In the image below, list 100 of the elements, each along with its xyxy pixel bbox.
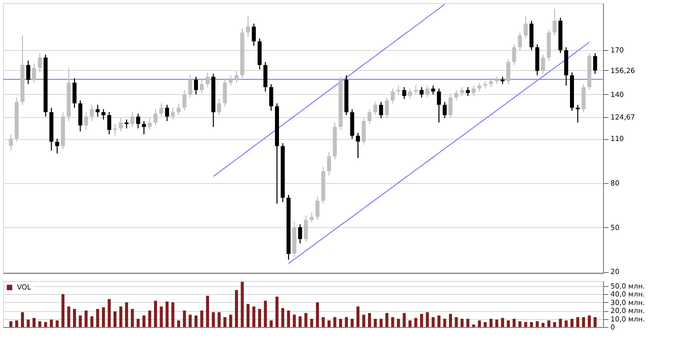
- bar: [50, 320, 53, 327]
- candlestick: [524, 16, 528, 39]
- bar: [32, 318, 36, 327]
- candlestick: [362, 118, 366, 146]
- candlestick: [402, 86, 406, 100]
- candlestick: [258, 38, 262, 70]
- bar: [234, 290, 238, 327]
- bar: [322, 317, 325, 327]
- candlestick: [228, 74, 233, 86]
- bar: [368, 313, 372, 327]
- candlestick: [315, 196, 320, 220]
- bar: [564, 320, 568, 327]
- bar: [339, 318, 342, 327]
- bar: [67, 306, 70, 327]
- bar: [437, 316, 440, 327]
- bar: [281, 308, 284, 327]
- bar: [391, 317, 394, 327]
- bar: [547, 320, 550, 327]
- bar: [489, 318, 492, 327]
- candlestick: [408, 88, 412, 100]
- bar: [408, 320, 412, 327]
- candlestick: [84, 112, 88, 130]
- bar: [536, 321, 539, 327]
- candlestick: [165, 104, 170, 122]
- bar: [108, 299, 111, 327]
- bar: [385, 313, 388, 327]
- bar: [316, 302, 319, 327]
- candlestick: [96, 104, 100, 118]
- bar: [570, 318, 574, 327]
- candlestick: [356, 132, 360, 158]
- bar: [396, 318, 400, 327]
- bar: [212, 312, 215, 327]
- candlestick: [518, 32, 522, 51]
- candlestick: [448, 94, 452, 119]
- candlestick: [217, 98, 222, 116]
- bar: [495, 320, 498, 327]
- bar: [142, 316, 146, 327]
- bar: [275, 296, 278, 327]
- candlestick: [26, 60, 30, 85]
- bar: [460, 318, 464, 327]
- candlestick: [78, 100, 82, 132]
- bar: [304, 313, 308, 327]
- bar: [200, 310, 204, 327]
- bar: [166, 302, 169, 327]
- candlestick: [541, 54, 546, 74]
- bar: [229, 314, 232, 327]
- bar: [333, 317, 336, 327]
- candlestick: [304, 214, 308, 243]
- candlestick: [535, 44, 540, 76]
- candlestick: [148, 118, 152, 130]
- candlestick: [512, 44, 516, 66]
- bar: [594, 317, 597, 327]
- candlestick: [529, 20, 534, 51]
- candlestick: [384, 96, 389, 119]
- candlestick: [118, 118, 123, 132]
- bar: [9, 321, 12, 327]
- candlestick: [246, 16, 250, 38]
- bar: [420, 314, 424, 327]
- bar: [287, 310, 290, 327]
- candlestick: [176, 102, 181, 116]
- bar: [484, 322, 487, 327]
- bar: [576, 317, 580, 327]
- bar: [402, 313, 406, 327]
- bar: [518, 321, 522, 327]
- bar: [542, 322, 545, 327]
- bar: [252, 306, 256, 327]
- candlestick: [182, 90, 186, 112]
- bar: [362, 314, 366, 327]
- bar: [432, 317, 435, 327]
- bar: [125, 302, 128, 327]
- candlestick: [130, 112, 134, 128]
- bar: [426, 312, 429, 327]
- candlestick: [327, 152, 332, 176]
- bar: [558, 318, 562, 327]
- bar: [136, 318, 140, 327]
- candlestick: [552, 8, 557, 36]
- candlestick: [113, 123, 118, 136]
- candlestick: [269, 84, 274, 112]
- bar: [160, 306, 163, 327]
- candlestick: [142, 120, 146, 135]
- bar: [206, 296, 210, 327]
- candlestick: [368, 108, 372, 124]
- bar: [102, 307, 105, 327]
- bar: [38, 321, 42, 327]
- candlestick: [373, 101, 378, 116]
- bar: [26, 320, 30, 327]
- bar: [449, 314, 452, 327]
- candlestick: [55, 138, 60, 154]
- bar: [530, 322, 533, 327]
- bar: [506, 320, 510, 327]
- candlestick: [310, 212, 314, 224]
- candlestick: [8, 134, 13, 152]
- bar: [44, 322, 48, 327]
- candlestick: [379, 101, 384, 119]
- candlestick: [263, 62, 268, 92]
- bar: [264, 300, 267, 327]
- bar: [246, 304, 250, 327]
- bar: [218, 312, 221, 327]
- bar: [512, 318, 516, 327]
- bar: [119, 306, 122, 327]
